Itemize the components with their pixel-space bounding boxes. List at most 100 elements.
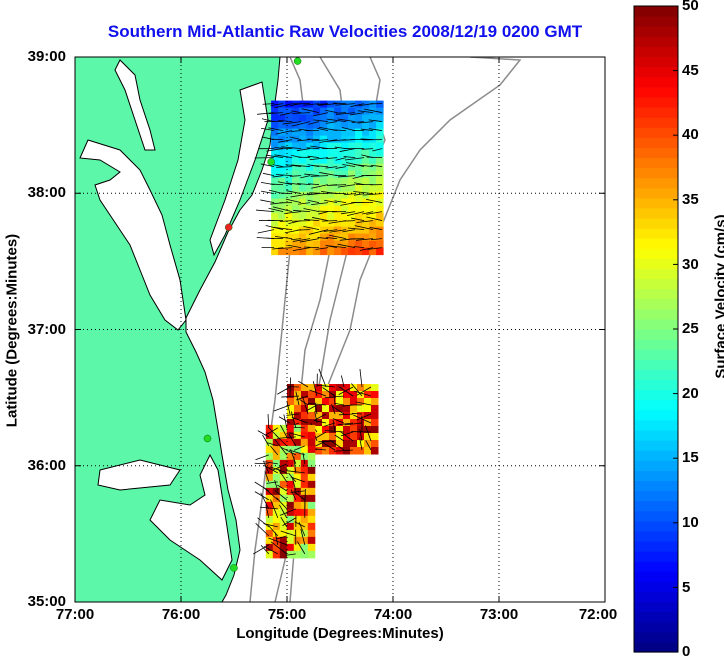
velocity-cell bbox=[315, 440, 323, 448]
colorbar-swatch bbox=[634, 26, 678, 37]
colorbar-swatch bbox=[634, 632, 678, 643]
velocity-cell bbox=[308, 523, 316, 531]
velocity-cell bbox=[294, 502, 302, 510]
velocity-cell bbox=[292, 143, 300, 151]
velocity-cell bbox=[292, 213, 300, 221]
velocity-cell bbox=[285, 171, 293, 179]
velocity-cell bbox=[266, 516, 274, 524]
velocity-cell bbox=[376, 171, 384, 179]
velocity-cell bbox=[320, 171, 328, 179]
velocity-cell bbox=[292, 164, 300, 172]
velocity-cell bbox=[292, 171, 300, 179]
velocity-cell bbox=[376, 220, 384, 228]
velocity-cell bbox=[273, 474, 281, 482]
velocity-cell bbox=[320, 199, 328, 207]
velocity-cell bbox=[313, 171, 321, 179]
velocity-cell bbox=[327, 115, 335, 123]
colorbar-swatch bbox=[634, 299, 678, 310]
velocity-cell bbox=[306, 150, 314, 158]
velocity-cell bbox=[371, 419, 379, 427]
velocity-cell bbox=[376, 241, 384, 249]
velocity-cell bbox=[266, 453, 274, 461]
velocity-cell bbox=[271, 192, 279, 200]
velocity-cell bbox=[301, 467, 309, 475]
colorbar-swatch bbox=[634, 511, 678, 522]
velocity-arrow bbox=[270, 184, 283, 185]
velocity-cell bbox=[308, 530, 316, 538]
colorbar-swatch bbox=[634, 67, 678, 78]
velocity-cell bbox=[320, 241, 328, 249]
velocity-cell bbox=[369, 178, 377, 186]
station-1-marker bbox=[294, 58, 301, 65]
colorbar-swatch bbox=[634, 450, 678, 461]
velocity-cell bbox=[334, 150, 342, 158]
colorbar-swatch bbox=[634, 531, 678, 542]
velocity-cell bbox=[376, 185, 384, 193]
colorbar-swatch bbox=[634, 16, 678, 27]
velocity-cell bbox=[364, 405, 372, 413]
colorbar-swatch bbox=[634, 430, 678, 441]
velocity-cell bbox=[301, 488, 309, 496]
velocity-cell bbox=[313, 150, 321, 158]
velocity-cell bbox=[292, 234, 300, 242]
velocity-cell bbox=[271, 108, 279, 116]
colorbar-tick-label: 10 bbox=[682, 514, 699, 531]
colorbar-swatch bbox=[634, 56, 678, 67]
velocity-cell bbox=[362, 241, 370, 249]
velocity-cell bbox=[371, 384, 379, 392]
velocity-cell bbox=[287, 537, 295, 545]
colorbar-swatch bbox=[634, 97, 678, 108]
velocity-cell bbox=[371, 426, 379, 434]
velocity-cell bbox=[287, 391, 295, 399]
colorbar-swatch bbox=[634, 248, 678, 259]
x-tick-label: 73:00 bbox=[469, 606, 529, 623]
colorbar-swatch bbox=[634, 238, 678, 249]
velocity-cell bbox=[376, 213, 384, 221]
velocity-cell bbox=[294, 405, 302, 413]
x-tick-label: 76:00 bbox=[151, 606, 211, 623]
colorbar-tick-label: 35 bbox=[682, 191, 699, 208]
velocity-cell bbox=[329, 433, 337, 441]
velocity-cell bbox=[285, 241, 293, 249]
velocity-cell bbox=[294, 544, 302, 552]
velocity-cell bbox=[341, 143, 349, 151]
colorbar-label: Surface Velocity (cm/s) bbox=[713, 152, 724, 442]
x-tick-label: 74:00 bbox=[363, 606, 423, 623]
velocity-cell bbox=[341, 248, 349, 256]
velocity-cell bbox=[350, 419, 358, 427]
velocity-cell bbox=[280, 523, 288, 531]
velocity-cell bbox=[285, 192, 293, 200]
y-tick-label: 37:00 bbox=[6, 321, 66, 338]
velocity-cell bbox=[308, 474, 316, 482]
velocity-cell bbox=[369, 185, 377, 193]
colorbar-swatch bbox=[634, 329, 678, 340]
velocity-cell bbox=[329, 419, 337, 427]
velocity-cell bbox=[306, 115, 314, 123]
velocity-cell bbox=[285, 248, 293, 256]
colorbar-swatch bbox=[634, 137, 678, 148]
velocity-cell bbox=[357, 405, 365, 413]
velocity-cell bbox=[299, 213, 307, 221]
velocity-cell bbox=[371, 447, 379, 455]
velocity-cell bbox=[301, 432, 309, 440]
velocity-cell bbox=[308, 488, 316, 496]
velocity-cell bbox=[308, 495, 316, 503]
velocity-cell bbox=[350, 447, 358, 455]
velocity-cell bbox=[308, 432, 316, 440]
velocity-cell bbox=[355, 227, 363, 235]
map-title: Southern Mid-Atlantic Raw Velocities 200… bbox=[60, 22, 630, 42]
colorbar-swatch bbox=[634, 460, 678, 471]
velocity-cell bbox=[313, 129, 321, 137]
velocity-cell bbox=[371, 398, 379, 406]
velocity-cell bbox=[329, 405, 337, 413]
colorbar-swatch bbox=[634, 420, 678, 431]
velocity-cell bbox=[334, 248, 342, 256]
velocity-cell bbox=[308, 502, 316, 510]
velocity-cell bbox=[336, 440, 344, 448]
velocity-cell bbox=[308, 446, 316, 454]
velocity-cell bbox=[369, 171, 377, 179]
colorbar-swatch bbox=[634, 258, 678, 269]
velocity-cell bbox=[287, 495, 295, 503]
velocity-cell bbox=[301, 439, 309, 447]
